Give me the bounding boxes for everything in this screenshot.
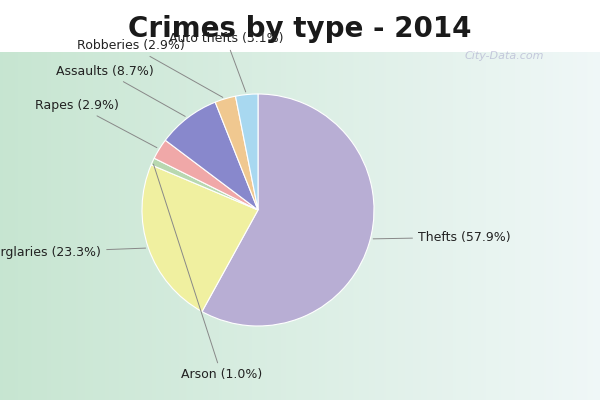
Text: Assaults (8.7%): Assaults (8.7%)	[56, 64, 185, 116]
Text: Auto thefts (3.1%): Auto thefts (3.1%)	[169, 32, 283, 92]
Wedge shape	[215, 96, 258, 210]
Wedge shape	[166, 102, 258, 210]
Text: Robberies (2.9%): Robberies (2.9%)	[77, 39, 223, 97]
Text: Thefts (57.9%): Thefts (57.9%)	[373, 231, 511, 244]
Text: Arson (1.0%): Arson (1.0%)	[154, 164, 262, 381]
Wedge shape	[151, 158, 258, 210]
Text: Rapes (2.9%): Rapes (2.9%)	[35, 99, 157, 148]
Text: City-Data.com: City-Data.com	[464, 51, 544, 61]
Wedge shape	[142, 165, 258, 312]
Wedge shape	[154, 140, 258, 210]
Wedge shape	[202, 94, 374, 326]
Text: Burglaries (23.3%): Burglaries (23.3%)	[0, 246, 146, 258]
Text: Crimes by type - 2014: Crimes by type - 2014	[128, 15, 472, 43]
Wedge shape	[236, 94, 258, 210]
